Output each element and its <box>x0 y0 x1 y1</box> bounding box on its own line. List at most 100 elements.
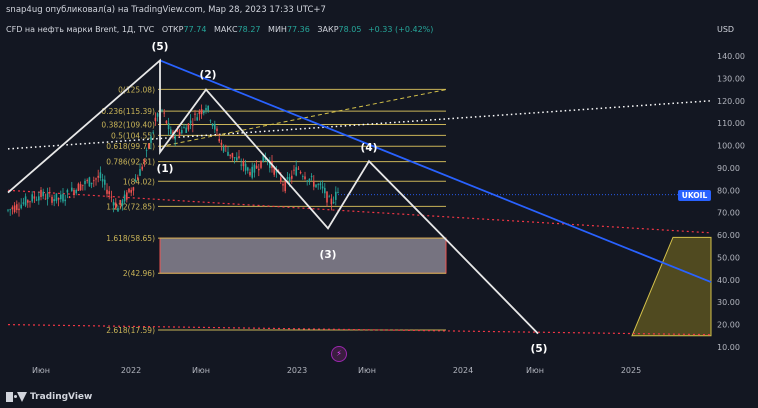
candle-body <box>242 161 245 167</box>
candle-body <box>238 156 240 159</box>
open-label: ОТКР <box>161 25 184 34</box>
tradingview-brand[interactable]: TradingView <box>6 392 92 402</box>
candle-body <box>227 151 229 156</box>
candle-body <box>75 189 77 194</box>
elliott-wave-path <box>7 58 539 335</box>
candle-body <box>13 205 16 212</box>
candle-body <box>288 177 291 182</box>
candle-body <box>196 117 198 121</box>
symbol-legend: CFD на нефть марки Brent, 1Д, TVC ОТКР77… <box>6 25 433 34</box>
candle-body <box>187 123 190 130</box>
candle-body <box>148 143 150 149</box>
candle-body <box>128 188 130 193</box>
candle-body <box>143 159 146 163</box>
wave-label: (2) <box>200 69 217 81</box>
candle-body <box>326 191 328 203</box>
candle-body <box>189 120 192 124</box>
fib-level-label: 0.786(92.81) <box>106 158 155 167</box>
candle-body <box>291 175 293 179</box>
candle-body <box>284 180 286 192</box>
y-tick-label: 20.00 <box>717 321 740 330</box>
candle-body <box>216 128 218 132</box>
candle-body <box>18 208 20 211</box>
candle-body <box>176 129 179 132</box>
candle-body <box>11 207 14 210</box>
candle-body <box>247 167 249 171</box>
candle-body <box>293 169 295 171</box>
candle-body <box>31 194 33 202</box>
change-value: +0.33 (+0.42%) <box>367 25 434 34</box>
wave-label: (3) <box>320 249 337 261</box>
x-tick-label: Июн <box>526 366 544 375</box>
candle-body <box>332 201 335 204</box>
candle-body <box>156 113 159 117</box>
candle-body <box>240 164 242 166</box>
candle-body <box>152 132 154 134</box>
candle-body <box>95 178 97 180</box>
y-tick-label: 90.00 <box>717 164 740 173</box>
candle-body <box>337 192 339 193</box>
candle-body <box>244 163 247 171</box>
fib-level-label: 1.272(72.85) <box>106 202 155 211</box>
y-tick-label: 120.00 <box>717 97 745 106</box>
flash-icon[interactable]: ⚡ <box>331 346 347 362</box>
y-tick-label: 70.00 <box>717 209 740 218</box>
wave-label: (5) <box>152 41 169 53</box>
candle-body <box>97 175 99 178</box>
candle-body <box>183 127 185 128</box>
candle-body <box>262 154 264 163</box>
fib-level-label: 2.618(17.59) <box>106 326 155 335</box>
target-zone <box>159 237 447 274</box>
candle-body <box>297 168 300 170</box>
candle-body <box>20 204 22 209</box>
candle-body <box>306 180 308 182</box>
candle-body <box>104 179 106 185</box>
candle-body <box>64 199 66 202</box>
candle-body <box>90 182 93 185</box>
fib-level-label: 1(84.02) <box>123 177 155 186</box>
x-tick-label: 2025 <box>621 366 641 375</box>
candle-body <box>174 136 176 140</box>
candle-body <box>40 189 42 197</box>
candle-body <box>9 209 11 211</box>
fib-level-label: 1.618(58.65) <box>106 234 155 243</box>
candle-body <box>231 152 234 158</box>
wave-label: (4) <box>361 142 378 154</box>
symbol-name[interactable]: CFD на нефть марки Brent, 1Д, TVC <box>6 25 155 34</box>
fib-level-label: 2(42.96) <box>123 269 155 278</box>
candle-body <box>299 171 302 174</box>
candle-body <box>275 169 278 173</box>
candle-body <box>330 198 333 205</box>
candle-body <box>86 180 88 182</box>
y-tick-label: 140.00 <box>717 52 745 61</box>
blue-trendline <box>159 59 712 283</box>
candle-body <box>68 196 71 198</box>
candle-body <box>209 120 212 122</box>
candle-body <box>253 164 256 173</box>
candle-body <box>178 132 181 136</box>
top-bar: snap4ug опубликовал(а) на TradingView.co… <box>0 0 758 20</box>
currency-label[interactable]: USD <box>717 25 735 34</box>
candle-body <box>84 180 86 185</box>
candle-body <box>154 117 157 122</box>
candle-body <box>328 196 330 198</box>
candle-body <box>88 177 91 187</box>
candle-body <box>233 157 236 159</box>
candle-body <box>93 180 95 182</box>
candle-body <box>62 193 64 202</box>
candle-body <box>211 123 214 127</box>
brand-name: TradingView <box>30 392 93 402</box>
candle-body <box>57 197 60 200</box>
candle-body <box>218 138 220 142</box>
candle-body <box>123 194 126 202</box>
y-tick-label: 80.00 <box>717 186 740 195</box>
wave-label: (5) <box>531 343 548 355</box>
candle-body <box>71 187 73 191</box>
candle-body <box>304 176 306 180</box>
candle-body <box>280 177 282 182</box>
candle-body <box>7 209 9 211</box>
candle-body <box>260 160 262 168</box>
candle-body <box>170 129 172 135</box>
y-tick-label: 50.00 <box>717 253 740 262</box>
